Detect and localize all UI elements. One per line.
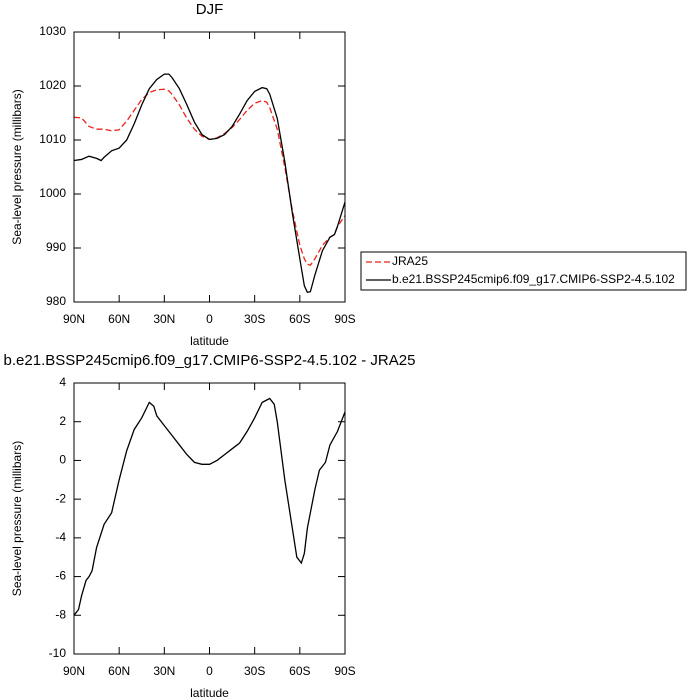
x-tick-label: 0 <box>206 312 213 326</box>
legend-box <box>360 251 687 291</box>
y-tick-label: 2 <box>59 414 66 428</box>
chart-title: b.e21.BSSP245cmip6.f09_g17.CMIP6-SSP2-4.… <box>4 352 416 369</box>
x-tick-label: 90S <box>334 664 355 678</box>
chart-title: DJF <box>196 1 224 18</box>
x-tick-label: 90S <box>334 312 355 326</box>
y-tick-label: 1020 <box>39 78 66 92</box>
y-tick-label: 990 <box>46 240 66 254</box>
y-tick-label: -10 <box>49 646 67 660</box>
x-axis-label: latitude <box>190 334 229 348</box>
x-tick-label: 60N <box>108 312 130 326</box>
data-line <box>73 73 346 294</box>
y-tick-label: 0 <box>59 453 66 467</box>
legend-label: JRA25 <box>392 254 428 268</box>
y-tick-label: -4 <box>55 530 66 544</box>
y-tick-label: 980 <box>46 294 66 308</box>
y-tick-label: -8 <box>55 607 66 621</box>
x-tick-label: 30S <box>244 664 265 678</box>
data-line <box>73 88 346 267</box>
y-tick-label: 1030 <box>39 24 66 38</box>
x-tick-label: 30S <box>244 312 265 326</box>
plot-frame <box>73 382 346 655</box>
x-tick-label: 60S <box>289 312 310 326</box>
x-tick-label: 90N <box>63 312 85 326</box>
x-tick-label: 60N <box>108 664 130 678</box>
y-tick-label: -2 <box>55 491 66 505</box>
x-tick-label: 30N <box>153 664 175 678</box>
x-tick-label: 0 <box>206 664 213 678</box>
plot-frame <box>73 31 346 303</box>
data-line <box>73 397 346 616</box>
x-tick-label: 90N <box>63 664 85 678</box>
y-tick-label: 1010 <box>39 132 66 146</box>
x-axis-label: latitude <box>190 686 229 700</box>
x-tick-label: 60S <box>289 664 310 678</box>
y-axis-label: Sea-level pressure (millibars) <box>10 89 24 244</box>
y-tick-label: 4 <box>59 375 66 389</box>
y-tick-label: -6 <box>55 569 66 583</box>
legend-label: b.e21.BSSP245cmip6.f09_g17.CMIP6-SSP2-4.… <box>392 272 675 286</box>
y-axis-label: Sea-level pressure (millibars) <box>10 441 24 596</box>
x-tick-label: 30N <box>153 312 175 326</box>
y-tick-label: 1000 <box>39 186 66 200</box>
